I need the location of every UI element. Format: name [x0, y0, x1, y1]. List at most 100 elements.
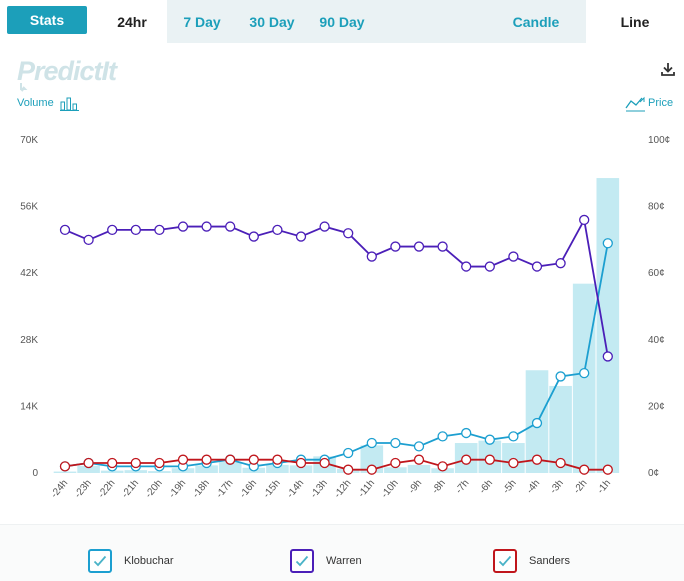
- tab-24hr[interactable]: 24hr: [97, 0, 167, 43]
- point-sanders[interactable]: [59, 461, 71, 472]
- x-tick-label: -23h: [73, 478, 94, 500]
- point-warren[interactable]: [602, 351, 613, 362]
- volume-bar: [124, 470, 148, 473]
- price-label: Price: [648, 97, 674, 109]
- volume-label: Volume: [17, 97, 54, 109]
- point-klobuchar[interactable]: [366, 437, 377, 449]
- point-sanders[interactable]: [531, 454, 543, 465]
- point-sanders[interactable]: [484, 454, 495, 465]
- legend: [0, 524, 684, 581]
- volume-tick-label: 0: [32, 468, 38, 479]
- point-warren[interactable]: [130, 224, 141, 236]
- point-sanders[interactable]: [413, 454, 425, 465]
- x-tick-label: -2h: [572, 478, 590, 496]
- point-klobuchar[interactable]: [390, 437, 401, 449]
- point-sanders[interactable]: [602, 464, 613, 475]
- x-tick-label: -18h: [191, 478, 212, 500]
- point-klobuchar[interactable]: [343, 447, 354, 459]
- x-tick-label: -11h: [356, 478, 377, 500]
- x-tick-label: -22h: [96, 478, 117, 500]
- point-klobuchar[interactable]: [461, 427, 472, 439]
- point-klobuchar[interactable]: [531, 417, 543, 429]
- point-sanders[interactable]: [295, 457, 307, 469]
- x-tick-label: -14h: [285, 478, 306, 500]
- legend-checkbox[interactable]: [290, 549, 314, 573]
- x-tick-label: -13h: [309, 478, 330, 500]
- bar-chart-icon[interactable]: [60, 96, 80, 112]
- line-chart-icon[interactable]: [625, 95, 647, 113]
- point-sanders[interactable]: [508, 457, 519, 469]
- legend-item-sanders[interactable]: Sanders: [493, 548, 570, 574]
- point-sanders[interactable]: [225, 454, 236, 465]
- tab-line[interactable]: Line: [586, 0, 684, 43]
- point-warren[interactable]: [107, 224, 118, 236]
- point-klobuchar[interactable]: [579, 367, 590, 379]
- point-warren[interactable]: [154, 224, 165, 236]
- point-warren[interactable]: [390, 241, 401, 252]
- point-sanders[interactable]: [579, 464, 590, 475]
- point-warren[interactable]: [319, 221, 330, 232]
- x-tick-label: -6h: [477, 478, 495, 496]
- point-sanders[interactable]: [390, 457, 401, 469]
- x-tick-label: -16h: [238, 478, 259, 500]
- tab-7-day[interactable]: 7 Day: [183, 13, 221, 30]
- tab-30-day[interactable]: 30 Day: [249, 13, 295, 30]
- legend-item-warren[interactable]: Warren: [290, 548, 362, 574]
- point-warren[interactable]: [177, 221, 189, 232]
- point-sanders[interactable]: [366, 464, 377, 475]
- legend-checkbox[interactable]: [493, 549, 517, 573]
- point-klobuchar[interactable]: [437, 431, 448, 442]
- point-sanders[interactable]: [437, 461, 448, 472]
- point-warren[interactable]: [59, 224, 71, 236]
- point-warren[interactable]: [366, 251, 377, 262]
- point-sanders[interactable]: [343, 464, 354, 475]
- volume-bar: [407, 464, 431, 473]
- point-warren[interactable]: [484, 261, 495, 272]
- point-sanders[interactable]: [154, 457, 165, 469]
- point-warren[interactable]: [343, 228, 354, 239]
- point-klobuchar[interactable]: [602, 238, 613, 249]
- point-klobuchar[interactable]: [484, 434, 495, 445]
- tab-candle[interactable]: Candle: [512, 13, 560, 30]
- point-warren[interactable]: [579, 214, 590, 226]
- point-warren[interactable]: [437, 241, 448, 252]
- price-volume-chart: 0 14K 28K 42K 56K 70K 0¢ 20¢ 40¢ 60¢ 80¢ 100¢ -24h…: [20, 135, 670, 500]
- legend-item-klobuchar[interactable]: Klobuchar: [88, 548, 174, 574]
- x-axis: -24h -23h -22h -21h -20h -19h -18h -17h -16h -15h…: [49, 478, 613, 500]
- tab-90-day[interactable]: 90 Day: [319, 13, 365, 30]
- point-sanders[interactable]: [177, 454, 189, 465]
- point-sanders[interactable]: [201, 454, 212, 465]
- point-sanders[interactable]: [461, 454, 472, 465]
- point-warren[interactable]: [461, 261, 472, 272]
- stats-button[interactable]: Stats: [7, 6, 87, 34]
- x-tick-label: -24h: [49, 478, 70, 500]
- point-sanders[interactable]: [248, 454, 259, 465]
- point-warren[interactable]: [508, 251, 519, 262]
- x-tick-label: -7h: [454, 478, 472, 496]
- legend-checkbox[interactable]: [88, 549, 112, 573]
- point-klobuchar[interactable]: [413, 441, 425, 452]
- point-warren[interactable]: [531, 261, 543, 272]
- point-warren[interactable]: [555, 258, 566, 269]
- volume-bar: [572, 283, 596, 473]
- point-warren[interactable]: [83, 234, 94, 246]
- point-klobuchar[interactable]: [555, 371, 566, 382]
- point-warren[interactable]: [413, 241, 425, 252]
- x-tick-label: -5h: [501, 478, 519, 496]
- point-warren[interactable]: [201, 221, 212, 232]
- price-tick-label: 40¢: [648, 335, 665, 346]
- point-warren[interactable]: [248, 231, 259, 242]
- point-warren[interactable]: [272, 224, 283, 236]
- point-sanders[interactable]: [107, 457, 118, 469]
- point-sanders[interactable]: [83, 457, 94, 469]
- point-sanders[interactable]: [319, 457, 330, 469]
- volume-bar: [266, 464, 289, 473]
- point-sanders[interactable]: [555, 457, 566, 469]
- point-warren[interactable]: [225, 221, 236, 232]
- point-sanders[interactable]: [272, 454, 283, 465]
- download-icon[interactable]: [661, 62, 675, 76]
- point-sanders[interactable]: [130, 457, 141, 469]
- volume-bar: [596, 178, 620, 474]
- point-warren[interactable]: [295, 231, 307, 242]
- point-klobuchar[interactable]: [508, 431, 519, 442]
